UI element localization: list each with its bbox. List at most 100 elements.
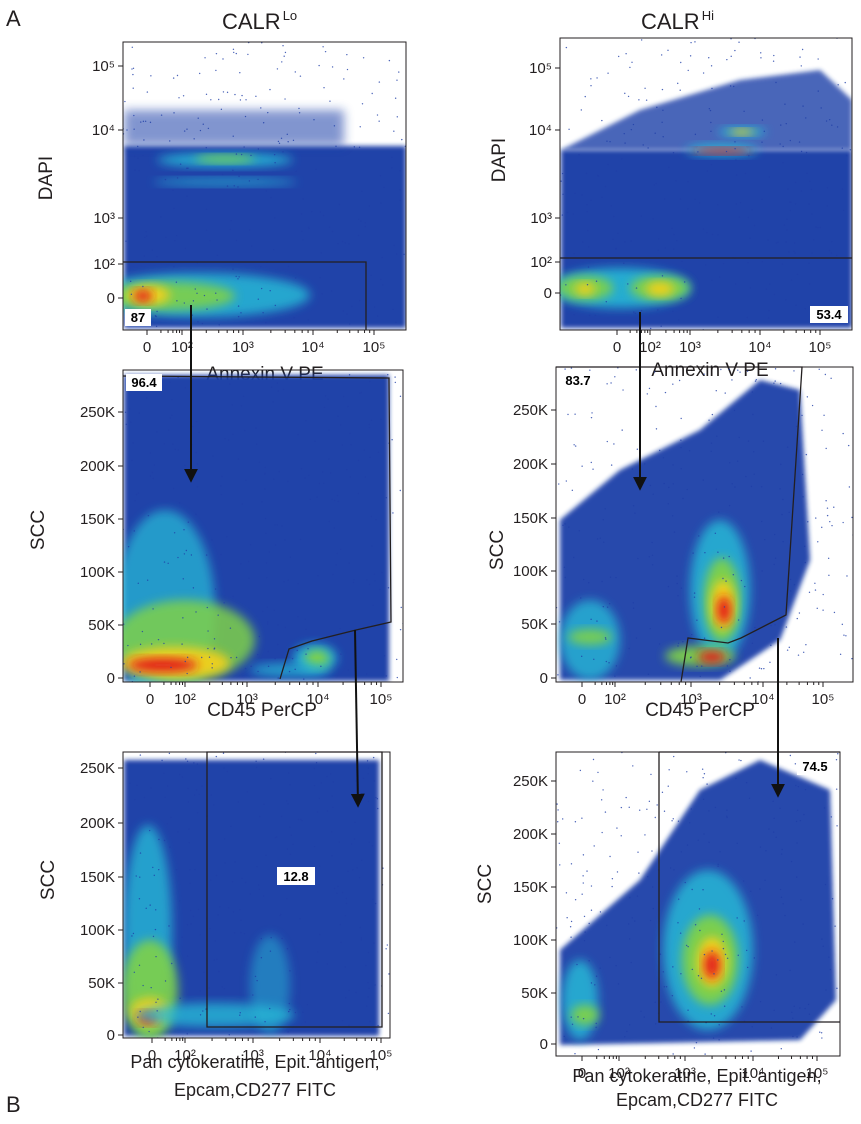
event-dot [168, 429, 170, 431]
event-dot [708, 810, 710, 812]
y-tick-label: 0 [540, 670, 548, 687]
event-dot [624, 142, 626, 144]
event-dot [139, 671, 141, 673]
event-dot [677, 642, 680, 644]
event-dot [638, 99, 640, 101]
event-dot [286, 948, 289, 950]
event-dot [318, 64, 320, 67]
event-dot [638, 809, 641, 811]
event-dot [796, 842, 798, 844]
event-dot [165, 236, 167, 238]
event-dot [806, 172, 808, 175]
y-tick-label: 100K [513, 563, 548, 580]
event-dot [283, 581, 285, 583]
event-dot [307, 319, 309, 321]
event-dot [185, 549, 188, 552]
event-dot [328, 458, 330, 460]
event-dot [767, 317, 770, 319]
event-dot [123, 663, 125, 665]
event-dot [747, 262, 749, 264]
event-dot [337, 885, 339, 888]
event-dot [251, 245, 253, 247]
event-dot [133, 128, 135, 130]
event-dot [182, 617, 184, 619]
gate-value-box [126, 374, 162, 391]
event-dot [596, 538, 599, 540]
gate-value-label: 12.8 [283, 869, 308, 884]
event-dot [711, 233, 714, 236]
event-dot [196, 812, 199, 814]
event-dot [374, 984, 376, 986]
event-dot [246, 791, 249, 793]
event-dot [358, 218, 360, 221]
event-dot [664, 391, 667, 394]
event-dot [753, 473, 755, 475]
x-axis-label-line-2: Epcam,CD277 FITC [616, 1090, 778, 1110]
event-dot [299, 75, 302, 77]
event-dot [728, 504, 731, 507]
event-dot [279, 915, 281, 917]
event-dot [807, 521, 809, 523]
event-dot [242, 395, 245, 398]
event-dot [362, 777, 365, 779]
gate-value-label: 83.7 [565, 373, 590, 388]
event-dot [735, 174, 738, 176]
event-dot [186, 955, 189, 957]
event-dot [735, 159, 737, 161]
event-dot [147, 514, 150, 517]
event-dot [376, 315, 379, 317]
event-dot [805, 644, 807, 646]
event-dot [189, 882, 191, 885]
event-dot [255, 766, 258, 769]
event-dot [760, 668, 763, 670]
event-dot [329, 472, 332, 474]
event-dot [237, 458, 240, 460]
event-dot [234, 861, 236, 863]
event-dot [586, 211, 588, 213]
density-cloud [123, 373, 403, 682]
event-dot [226, 185, 229, 187]
event-dot [169, 140, 171, 142]
event-dot [370, 515, 373, 518]
event-dot [649, 327, 652, 330]
event-dot [176, 177, 179, 179]
event-dot [260, 266, 262, 268]
event-dot [305, 420, 307, 422]
event-dot [751, 391, 754, 393]
event-dot [761, 119, 764, 121]
event-dot [663, 482, 665, 485]
event-dot [340, 653, 342, 655]
event-dot [324, 50, 327, 53]
y-tick-label: 200K [80, 815, 115, 832]
event-dot [265, 321, 267, 324]
event-dot [608, 662, 610, 664]
event-dot [296, 649, 298, 652]
event-dot [817, 58, 819, 60]
event-dot [762, 440, 765, 442]
panel-label-b: B [6, 1092, 21, 1117]
event-dot [142, 154, 144, 157]
event-dot [732, 574, 735, 576]
density-region [646, 282, 674, 296]
event-dot [744, 172, 747, 175]
event-dot [570, 936, 572, 938]
event-dot [611, 885, 613, 888]
event-dot [684, 881, 686, 884]
y-tick-label: 200K [513, 456, 548, 473]
event-dot [137, 492, 140, 494]
y-tick-label: 10⁴ [529, 122, 552, 139]
event-dot [139, 852, 142, 854]
event-dot [722, 557, 725, 559]
x-tick-label: 0 [613, 339, 621, 356]
event-dot [711, 87, 713, 90]
event-dot [373, 306, 376, 308]
event-dot [318, 884, 320, 886]
event-dot [311, 210, 313, 213]
event-dot [274, 658, 276, 660]
event-dot [825, 989, 827, 991]
event-dot [298, 112, 301, 114]
event-dot [729, 670, 731, 672]
event-dot [581, 817, 583, 819]
event-dot [227, 439, 230, 441]
event-dot [802, 105, 804, 107]
